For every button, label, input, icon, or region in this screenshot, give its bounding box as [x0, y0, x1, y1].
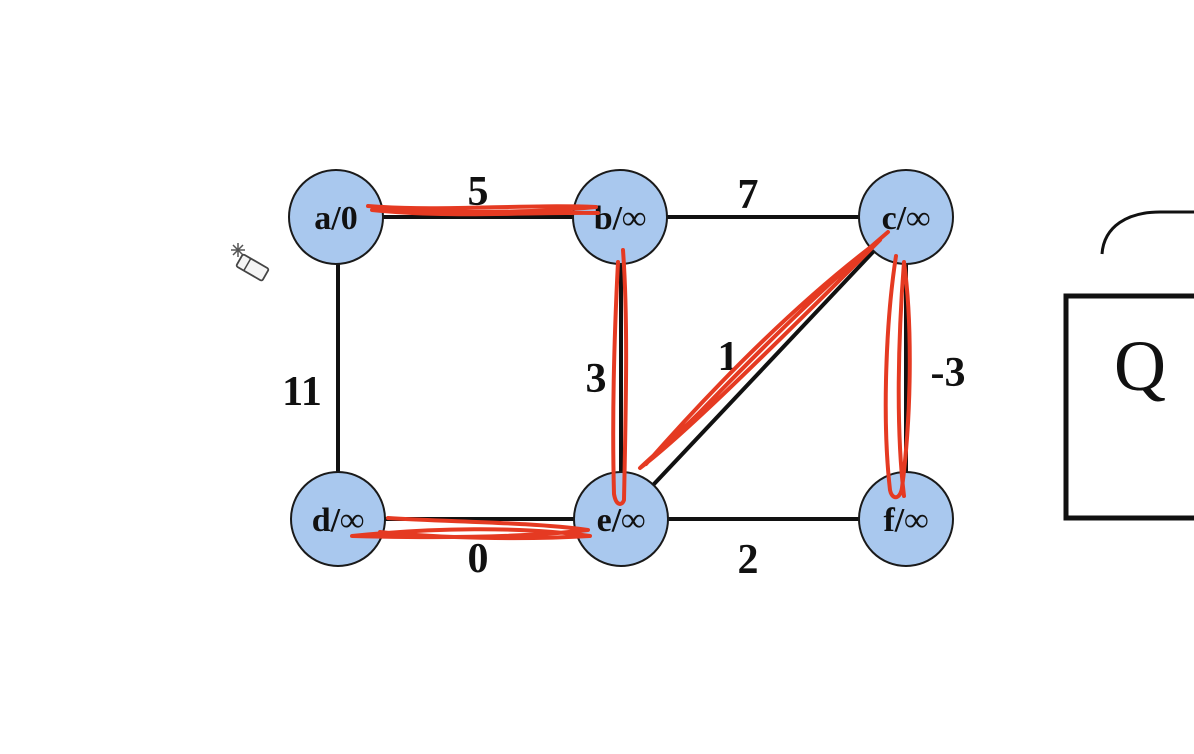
- annotation-a-b: [366, 204, 600, 217]
- queue-box: [1063, 293, 1194, 521]
- node-d-label: d/∞: [312, 502, 365, 539]
- node-f: f/∞: [858, 471, 954, 567]
- node-b: b/∞: [572, 169, 668, 265]
- edge-e-c: [619, 215, 908, 521]
- node-a-label: a/0: [314, 200, 357, 237]
- node-c: c/∞: [858, 169, 954, 265]
- weight-b-c: 7: [738, 172, 759, 218]
- red-annotations: [350, 204, 912, 541]
- weight-e-f: 2: [738, 537, 759, 583]
- queue-panel: Q: [1063, 210, 1194, 521]
- queue-brace: [1100, 210, 1194, 255]
- node-a: a/0: [288, 169, 384, 265]
- annotation-b-e: [611, 248, 629, 506]
- weight-a-b: 5: [468, 169, 489, 215]
- node-f-label: f/∞: [883, 502, 928, 539]
- node-e: e/∞: [573, 471, 669, 567]
- annotation-c-f: [883, 254, 912, 500]
- weight-c-f: -3: [931, 350, 966, 396]
- eraser-cursor-icon: [231, 243, 270, 282]
- weight-d-e: 0: [468, 536, 489, 582]
- annotation-d-e: [350, 516, 592, 541]
- weight-a-d: 11: [282, 369, 322, 415]
- node-c-label: c/∞: [882, 200, 931, 237]
- annotation-e-c: [638, 230, 890, 470]
- weight-b-e: 3: [586, 356, 607, 402]
- node-d: d/∞: [290, 471, 386, 567]
- node-b-label: b/∞: [594, 200, 647, 237]
- queue-label: Q: [1114, 326, 1166, 406]
- node-e-label: e/∞: [597, 502, 646, 539]
